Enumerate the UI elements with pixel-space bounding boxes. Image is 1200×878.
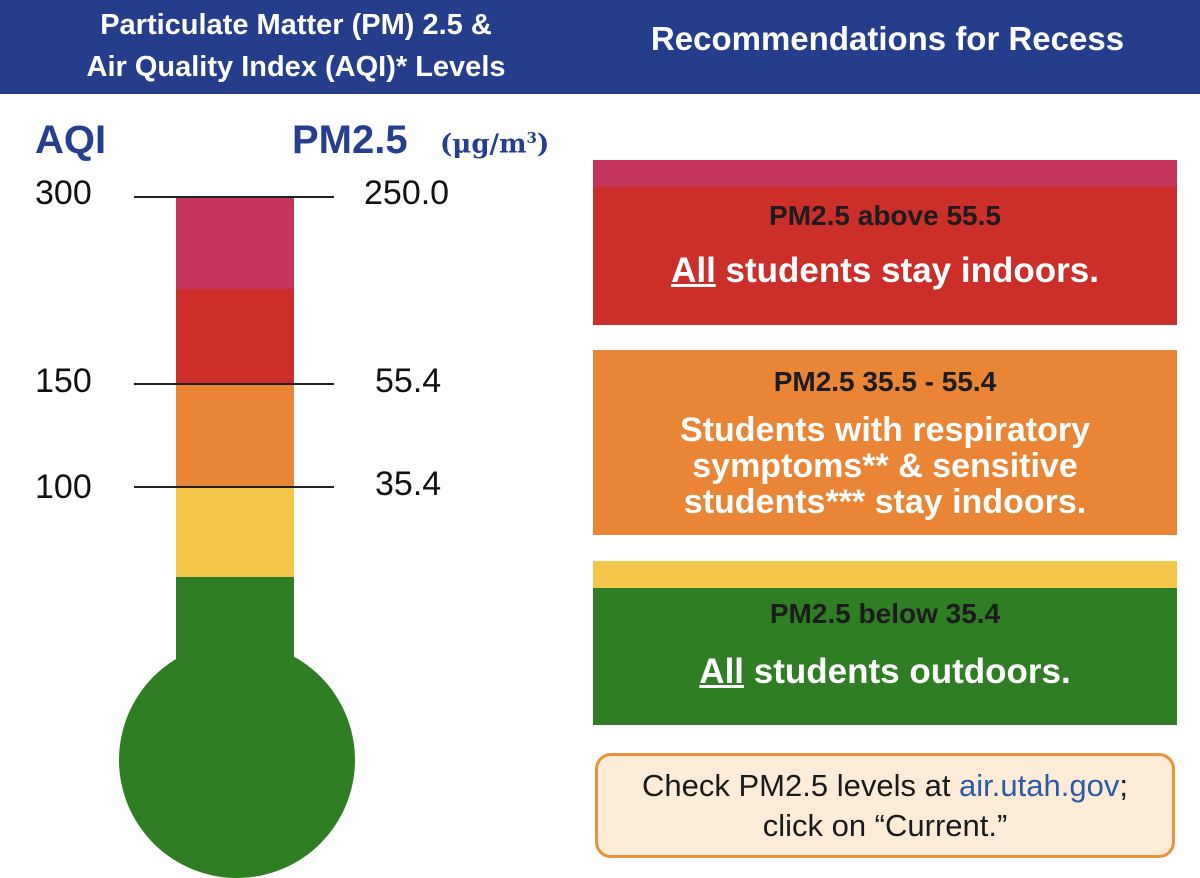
recommendation-red-text: students stay indoors. — [715, 251, 1099, 290]
recommendation-orange-line3: students*** stay indoors. — [683, 483, 1087, 521]
recommendation-green: PM2.5 below 35.4 All students outdoors. — [593, 588, 1177, 725]
thermometer-title-line1: Particulate Matter (PM) 2.5 & — [100, 9, 492, 41]
thermometer-graphic — [119, 196, 355, 878]
note-suffix: ; — [1119, 768, 1128, 803]
tick-line-150 — [134, 383, 334, 385]
emphasis-all: All — [699, 652, 745, 691]
recommendation-orange-line1: Students with respiratory — [680, 411, 1090, 449]
unit-superscript: 3 — [526, 129, 537, 147]
thermometer-title: Particulate Matter (PM) 2.5 & Air Qualit… — [16, 4, 576, 88]
recommendations-title: Recommendations for Recess — [650, 20, 1125, 57]
band-purple — [176, 196, 294, 290]
thermometer-bulb — [119, 642, 355, 878]
note-line2: click on “Current.” — [762, 808, 1008, 843]
note-prefix: Check PM2.5 levels at — [642, 768, 960, 803]
yellow-strip — [593, 561, 1177, 589]
unit-base: (μg/m — [440, 129, 527, 160]
recommendation-orange: PM2.5 35.5 - 55.4 Students with respirat… — [593, 350, 1177, 535]
recommendation-orange-line2: symptoms** & sensitive — [692, 447, 1078, 485]
purple-strip — [593, 160, 1177, 188]
recommendation-red: PM2.5 above 55.5 All students stay indoo… — [593, 187, 1177, 325]
pm-tick-35-4: 35.4 — [375, 465, 442, 503]
aqi-tick-100: 100 — [35, 468, 92, 506]
recommendation-green-body: All students outdoors. — [593, 652, 1177, 692]
air-utah-link[interactable]: air.utah.gov — [959, 768, 1120, 803]
aqi-column-label: AQI — [35, 118, 107, 162]
pm-tick-55-4: 55.4 — [375, 362, 442, 400]
emphasis-all: All — [671, 251, 716, 290]
aqi-tick-300: 300 — [35, 174, 92, 212]
recommendation-green-heading: PM2.5 below 35.4 — [769, 598, 1001, 629]
thermometer-title-line2: Air Quality Index (AQI)* Levels — [86, 51, 506, 83]
band-yellow — [176, 486, 294, 578]
aqi-tick-150: 150 — [35, 362, 92, 400]
note-line1: Check PM2.5 levels at air.utah.gov; — [598, 766, 1172, 806]
recommendation-orange-heading: PM2.5 35.5 - 55.4 — [773, 366, 997, 397]
pm25-unit-label: (μg/m3) — [440, 129, 549, 160]
check-levels-note: Check PM2.5 levels at air.utah.gov; clic… — [595, 753, 1175, 858]
tick-line-100 — [134, 486, 334, 488]
recommendation-red-body: All students stay indoors. — [593, 251, 1177, 291]
pm25-column-label: PM2.5 — [292, 118, 408, 162]
band-red — [176, 289, 294, 385]
band-green — [176, 577, 294, 697]
band-orange — [176, 384, 294, 487]
tick-line-300 — [134, 196, 334, 198]
pm-tick-250: 250.0 — [364, 174, 450, 212]
recommendation-green-text: students outdoors. — [744, 652, 1071, 691]
header-bar: Particulate Matter (PM) 2.5 & Air Qualit… — [0, 0, 1200, 94]
recommendation-orange-body: Students with respiratory symptoms** & s… — [593, 412, 1177, 520]
recommendation-red-heading: PM2.5 above 55.5 — [769, 200, 1001, 231]
unit-close: ) — [536, 129, 550, 160]
